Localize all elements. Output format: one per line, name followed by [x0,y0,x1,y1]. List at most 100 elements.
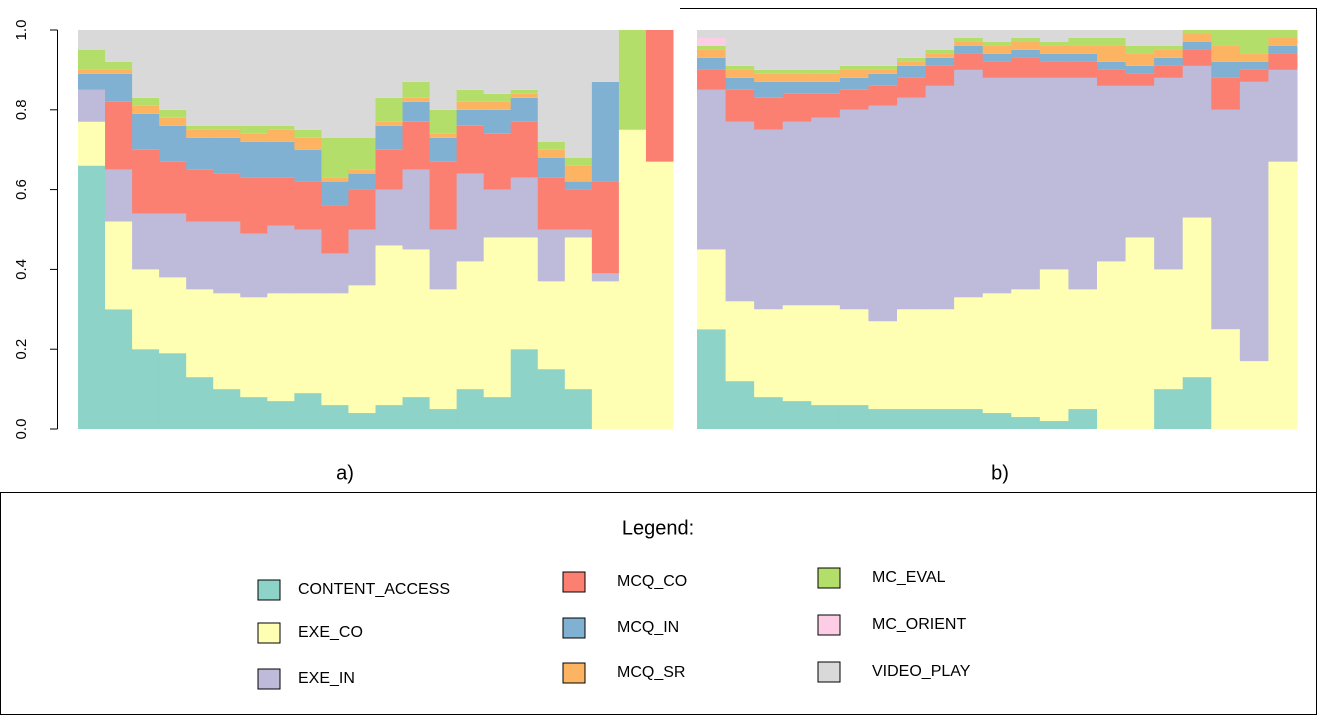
bar-segment [402,397,431,429]
bar-segment [1039,61,1069,78]
bar-segment [1268,161,1298,430]
bar-segment [591,81,620,182]
legend-title: Legend: [622,517,694,539]
bar-segment [537,177,566,230]
bar-segment [697,49,727,58]
bar-segment [132,213,160,270]
bar-segment [429,109,458,134]
bar-segment [186,169,214,222]
y-tick-label: 0.2 [13,339,30,360]
bar-segment [159,277,187,354]
bar-segment [839,77,869,90]
bar-segment [132,113,160,150]
bar-segment [240,177,268,234]
bar-segment [429,289,458,410]
bar-segment [78,165,106,429]
bar-segment [1097,30,1127,38]
bar-segment [348,413,376,429]
y-tick-label: 0.6 [13,179,30,200]
bar-segment [321,181,349,206]
bar-segment [267,125,295,130]
bar-segment [537,369,566,429]
bar-segment [839,69,869,78]
bar-segment [267,293,295,402]
bar-segment [868,321,898,410]
bar-segment [402,81,431,98]
bar-segment [132,105,160,114]
bar-segment [1239,30,1269,54]
bar-segment [1039,41,1069,46]
bar-segment [321,205,349,254]
bar-segment [1239,69,1269,82]
bar-segment [1211,61,1241,78]
bar-segment [159,30,187,110]
bar-segment [782,305,812,402]
bar-segment [294,181,322,230]
bar-segment [537,30,566,142]
bar-segment [267,177,295,226]
bar-segment [1239,53,1269,62]
bar-segment [429,161,458,230]
bar-segment [1097,69,1127,86]
bar-segment [159,125,187,162]
bar-segment [132,97,160,106]
bar-segment [1039,421,1069,429]
bar-segment [1182,377,1212,429]
bar-segment [645,161,674,430]
bar-segment [483,397,512,429]
bar-segment [348,137,376,170]
legend-swatch [257,579,281,601]
bar-segment [697,249,727,330]
bar-segment [925,85,955,310]
bar-segment [868,73,898,86]
bar-segment [105,221,133,310]
bar-segment [1154,49,1184,58]
bar-segment [982,61,1012,78]
bar-segment [294,293,322,394]
bar-segment [1154,65,1184,78]
bar-segment [1011,30,1041,38]
bar-segment [78,49,106,70]
bar-segment [375,125,404,150]
bar-segment [725,381,755,429]
bar-segment [1182,217,1212,378]
bar-segment [1268,30,1298,38]
bar-segment [982,413,1012,429]
bar-segment [839,30,869,66]
bar-segment [429,229,458,290]
bar-segment [1154,389,1184,429]
bar-segment [267,30,295,126]
bar-segment [483,93,512,102]
bar-segment [811,117,841,306]
bar-segment [1068,77,1098,290]
bar-segment [213,30,241,126]
bar-segment [213,293,241,390]
bar-segment [868,69,898,74]
bar-segment [1125,53,1155,66]
bar-segment [1154,57,1184,66]
bar-segment [510,97,539,122]
bar-segment [725,30,755,66]
bar-segment [240,125,268,134]
bar-segment [1097,85,1127,262]
bar-segment [78,69,106,74]
bar-segment [925,309,955,410]
bar-segment [510,177,539,238]
bar-segment [321,253,349,294]
bar-segment [537,157,566,178]
bar-segment [591,281,620,429]
legend-label: MC_ORIENT [872,616,966,633]
bar-segment [1268,53,1298,70]
bar-segment [868,105,898,322]
bar-segment [782,69,812,74]
bar-segment [348,285,376,414]
bar-segment [213,389,241,429]
bar-segment [925,30,955,50]
bar-segment [456,89,485,102]
bar-segment [954,409,984,429]
bar-segment [897,77,927,98]
bar-segment [754,97,784,130]
bar-segment [591,30,620,82]
bar-segment [402,249,431,398]
bar-segment [564,389,593,429]
